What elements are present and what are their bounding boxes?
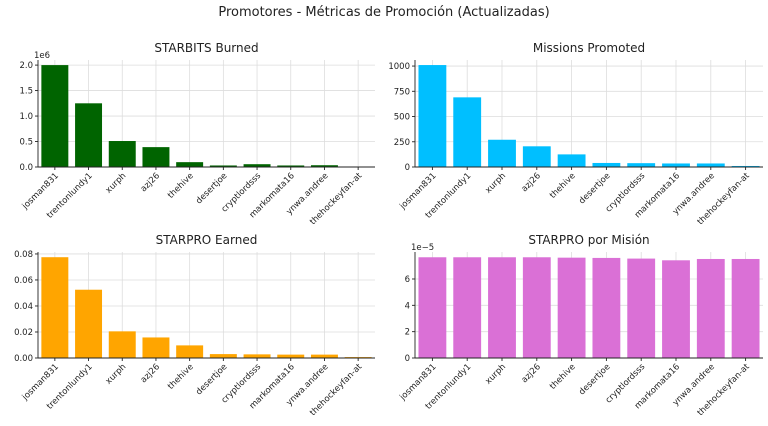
axis-multiplier: 1e6 bbox=[34, 51, 50, 61]
bar-markomata16 bbox=[277, 354, 305, 358]
x-tick-label: azj26 bbox=[139, 362, 162, 385]
bar-josman831 bbox=[418, 257, 447, 358]
y-tick-label: 0.00 bbox=[14, 354, 33, 364]
x-tick-label: xurph bbox=[484, 362, 509, 387]
x-tick-label: desertjoe bbox=[194, 362, 229, 397]
x-tick-label: xurph bbox=[484, 171, 509, 196]
bar-desertjoe bbox=[592, 162, 621, 167]
y-tick-label: 0.04 bbox=[14, 302, 33, 312]
x-tick-label: azj26 bbox=[520, 362, 543, 385]
bar-ynwa.andree bbox=[696, 258, 725, 358]
bar-trentonlundy1 bbox=[453, 97, 482, 167]
bar-markomata16 bbox=[277, 165, 305, 167]
y-tick-label: 0 bbox=[405, 354, 410, 364]
bar-trentonlundy1 bbox=[75, 289, 103, 358]
x-tick-label: desertjoe bbox=[577, 171, 612, 206]
x-tick-label: azj26 bbox=[139, 171, 162, 194]
y-tick-label: 0 bbox=[405, 163, 410, 173]
y-tick-label: 0.5 bbox=[19, 138, 33, 148]
chart-title-missions-promoted: Missions Promoted bbox=[533, 41, 645, 55]
bar-thehive bbox=[176, 162, 204, 167]
x-tick-label: xurph bbox=[104, 171, 129, 196]
bar-ynwa.andree bbox=[310, 165, 338, 167]
bar-cryptlordsss bbox=[627, 163, 656, 167]
x-tick-label: thehive bbox=[166, 171, 196, 201]
bar-ynwa.andree bbox=[696, 163, 725, 167]
y-tick-label: 6 bbox=[405, 275, 410, 285]
y-tick-label: 500 bbox=[394, 113, 410, 123]
x-tick-label: thehive bbox=[166, 362, 196, 392]
x-tick-label: azj26 bbox=[520, 171, 543, 194]
panel-missions-promoted: Missions Promoted02505007501000josman831… bbox=[388, 41, 763, 227]
bar-josman831 bbox=[41, 65, 69, 167]
y-tick-label: 250 bbox=[394, 138, 410, 148]
bar-xurph bbox=[488, 257, 516, 358]
x-tick-label: thehive bbox=[548, 171, 578, 201]
panel-starpro-por-mision: STARPRO por Misión0246josman831trentonlu… bbox=[397, 233, 763, 418]
y-tick-label: 1000 bbox=[388, 62, 410, 72]
x-tick-label: desertjoe bbox=[194, 171, 229, 206]
bar-josman831 bbox=[41, 257, 69, 358]
bar-xurph bbox=[108, 141, 136, 167]
bar-thehive bbox=[557, 154, 586, 167]
bar-desertjoe bbox=[209, 354, 237, 358]
panel-starpro-earned: STARPRO Earned0.000.020.040.060.08josman… bbox=[14, 233, 375, 418]
bar-azj26 bbox=[522, 146, 551, 167]
chart-title-starpro-por-mision: STARPRO por Misión bbox=[528, 233, 649, 247]
bar-cryptlordsss bbox=[243, 164, 271, 167]
bar-azj26 bbox=[142, 147, 170, 167]
y-tick-label: 0.0 bbox=[19, 163, 33, 173]
bar-josman831 bbox=[418, 65, 447, 167]
bar-desertjoe bbox=[209, 165, 237, 167]
chart-title-starpro-earned: STARPRO Earned bbox=[156, 233, 258, 247]
y-tick-label: 1.5 bbox=[19, 87, 33, 97]
bar-thehockeyfan-at bbox=[344, 357, 372, 358]
y-tick-label: 4 bbox=[405, 301, 410, 311]
y-tick-label: 0.02 bbox=[14, 328, 33, 338]
bar-cryptlordsss bbox=[243, 354, 271, 358]
bar-azj26 bbox=[522, 257, 551, 358]
y-tick-label: 0.06 bbox=[14, 276, 33, 286]
bar-cryptlordsss bbox=[627, 258, 656, 358]
axis-multiplier: 1e−5 bbox=[411, 243, 434, 253]
bar-xurph bbox=[488, 139, 516, 167]
y-tick-label: 1.0 bbox=[19, 112, 33, 122]
bar-azj26 bbox=[142, 337, 170, 358]
y-tick-label: 750 bbox=[394, 87, 410, 97]
panel-starbits-burned: STARBITS Burned0.00.51.01.52.0josman831t… bbox=[19, 41, 375, 227]
x-tick-label: xurph bbox=[104, 362, 129, 387]
bar-xurph bbox=[108, 331, 136, 358]
bar-thehive bbox=[176, 345, 204, 358]
x-tick-label: desertjoe bbox=[577, 362, 612, 397]
bar-thehockeyfan-at bbox=[731, 258, 760, 358]
y-tick-label: 0.08 bbox=[14, 250, 33, 260]
bar-ynwa.andree bbox=[310, 354, 338, 358]
x-tick-label: thehive bbox=[548, 362, 578, 392]
bar-desertjoe bbox=[592, 257, 621, 358]
y-tick-label: 2 bbox=[405, 328, 410, 338]
bar-trentonlundy1 bbox=[75, 103, 103, 167]
bar-thehockeyfan-at bbox=[731, 165, 760, 167]
bar-markomata16 bbox=[662, 163, 690, 167]
bar-thehive bbox=[557, 257, 586, 358]
bar-trentonlundy1 bbox=[453, 257, 482, 358]
chart-title-starbits-burned: STARBITS Burned bbox=[154, 41, 258, 55]
y-tick-label: 2.0 bbox=[19, 61, 33, 71]
bar-markomata16 bbox=[662, 260, 690, 358]
figure-title: Promotores - Métricas de Promoción (Actu… bbox=[218, 5, 549, 20]
